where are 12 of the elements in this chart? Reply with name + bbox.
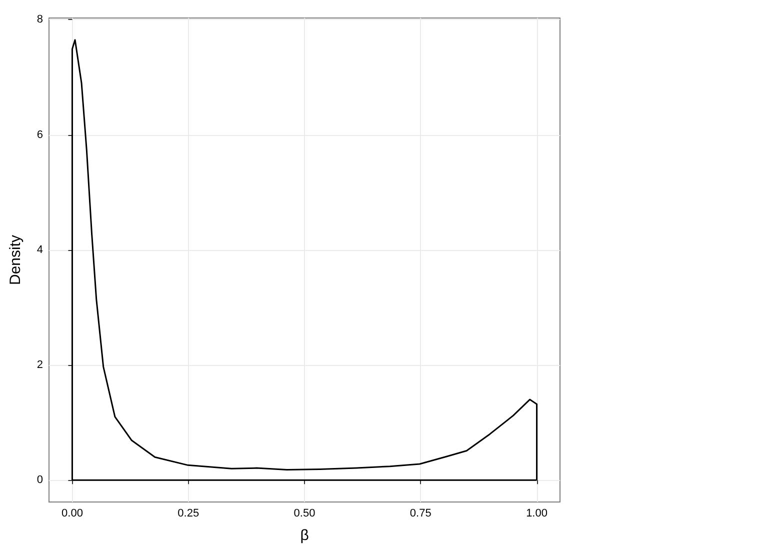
x-tick-label: 0.50 (294, 508, 316, 520)
x-tick-label: 0.75 (410, 508, 432, 520)
x-tick-label: 0.00 (62, 508, 83, 520)
x-tick-label: 0.25 (178, 508, 200, 520)
x-tick-label: 1.00 (526, 508, 548, 520)
x-axis-title: β (300, 527, 310, 544)
y-tick-label: 2 (36, 359, 43, 372)
y-tick-label: 6 (36, 128, 43, 141)
y-tick-label: 4 (36, 244, 43, 256)
y-axis-title: Density (7, 234, 24, 286)
y-tick-label: 8 (36, 14, 43, 26)
y-tick-label: 0 (36, 474, 43, 486)
